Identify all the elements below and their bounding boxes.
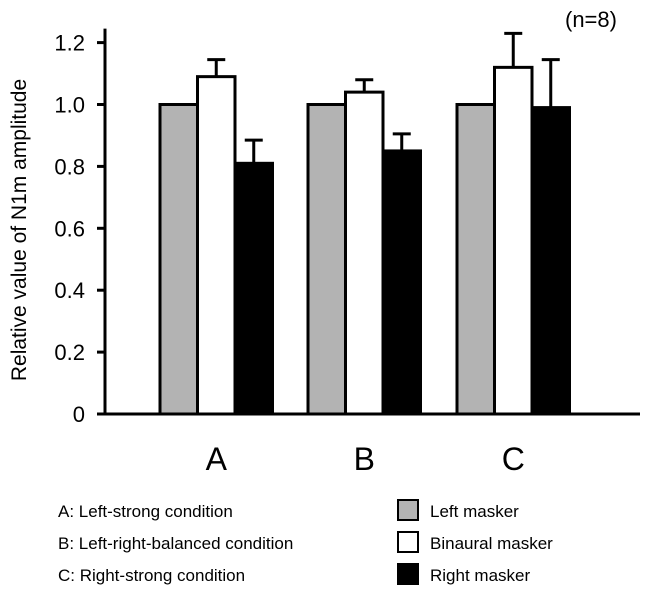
y-tick-label: 0.4 xyxy=(54,278,85,303)
bar-binaural-masker xyxy=(344,90,385,416)
x-tick-label: B xyxy=(354,441,375,477)
legend-label: Binaural masker xyxy=(430,534,553,553)
y-axis-label: Relative value of N1m amplitude xyxy=(8,79,31,381)
y-tick-label: 0 xyxy=(73,402,85,427)
legend-swatch xyxy=(397,499,419,521)
x-tick-label: C xyxy=(502,441,525,477)
y-tick-label: 1.2 xyxy=(54,31,85,56)
category-legend-a: A: Left-strong condition xyxy=(58,502,233,521)
legend-swatch xyxy=(397,531,419,553)
y-tick-label: 1.0 xyxy=(54,93,85,118)
bar-left-masker xyxy=(306,103,347,416)
bar-right-masker xyxy=(233,161,274,416)
y-tick-label: 0.2 xyxy=(54,340,85,365)
legend-label: Right masker xyxy=(430,566,530,585)
bar-left-masker xyxy=(158,103,199,416)
category-legend-b: B: Left-right-balanced condition xyxy=(58,534,293,553)
sample-size-annotation: (n=8) xyxy=(565,7,617,32)
category-legend-c: C: Right-strong condition xyxy=(58,566,245,585)
bar-binaural-masker xyxy=(493,65,534,416)
legend-swatch xyxy=(397,563,419,585)
bar-right-masker xyxy=(381,149,422,416)
bar-right-masker xyxy=(530,106,571,416)
bar-left-masker xyxy=(455,103,496,416)
legend-label: Left masker xyxy=(430,502,519,521)
bar-binaural-masker xyxy=(196,75,237,416)
y-tick-label: 0.6 xyxy=(54,216,85,241)
x-tick-label: A xyxy=(206,441,228,477)
y-tick-label: 0.8 xyxy=(54,154,85,179)
